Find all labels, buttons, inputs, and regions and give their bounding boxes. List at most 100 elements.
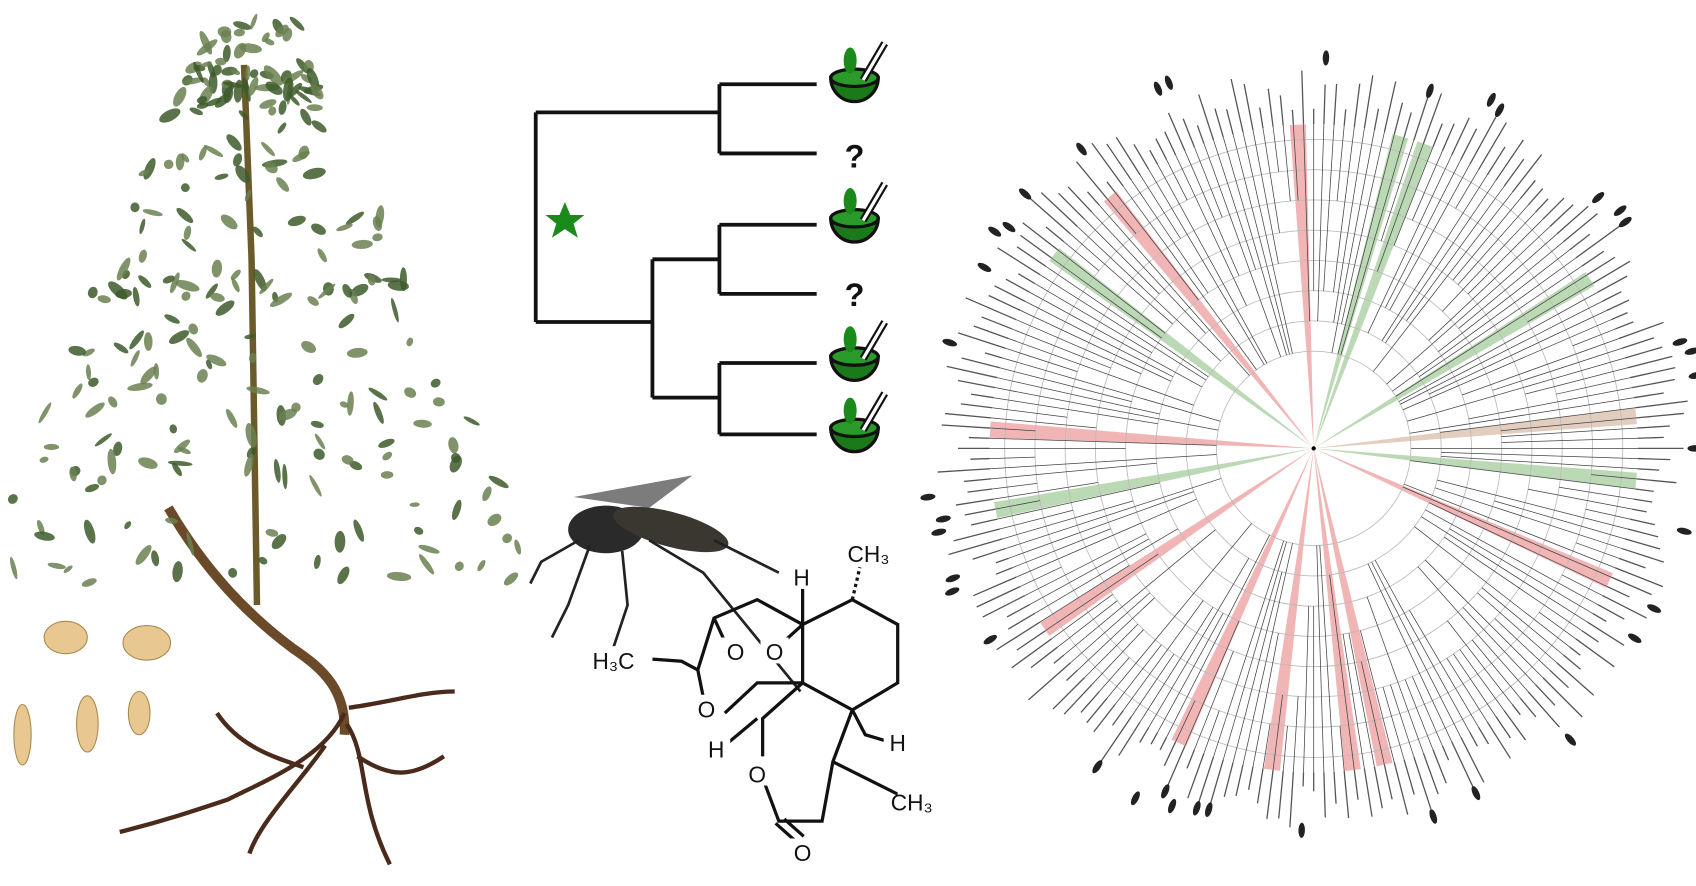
tip-label-placeholder [946,365,998,379]
leaf [205,97,223,107]
leaf [264,38,275,46]
tip-label-placeholder [1403,759,1415,795]
leaf [72,383,83,399]
leaf [214,93,231,108]
branch [1303,124,1311,321]
atom-backdrop [788,838,817,865]
molecule-bonds [652,566,900,842]
pestle [861,392,887,431]
leaf-icon [843,47,857,74]
tip-label-placeholder [1460,128,1478,160]
leaf [418,544,440,554]
branch [1333,128,1365,323]
branch [1393,146,1434,246]
leaf [167,460,193,466]
branch [1481,587,1564,656]
mosquito-icon [1425,83,1434,99]
branch [1331,129,1375,353]
tip-label-placeholder [1519,180,1536,200]
mosquito-icon [1471,786,1481,801]
mosquito-icon [1684,347,1696,355]
branch [1114,644,1162,705]
branch [1360,630,1395,763]
branch [1382,686,1405,760]
leaf [176,207,194,224]
leaf-icon [843,326,857,353]
branch [1106,523,1252,699]
tip-label-placeholder [1575,225,1621,259]
tip-label-placeholder [982,594,1026,618]
leaf [164,314,180,324]
branch [1242,543,1293,765]
leaf [372,233,383,242]
tip-label-placeholder [1624,346,1663,359]
leaf [226,134,242,151]
tip-label-placeholder [1549,204,1574,227]
branch [1114,192,1199,301]
branch [1591,474,1637,480]
tip-label-placeholder [1196,125,1205,144]
leaf [253,269,267,292]
tip-label-placeholder [1486,146,1506,176]
mosquito-icon [983,634,997,645]
tip-label-placeholder [1486,721,1512,759]
leaf [206,354,227,367]
tip-label-placeholder [1256,768,1264,804]
leaf [135,545,152,565]
atom-label: O [698,696,716,722]
leaf [311,223,326,235]
tip-label-placeholder [1086,697,1108,724]
mosquito-icon [1076,142,1087,156]
leaf [188,323,199,335]
branch [993,397,1158,425]
branch [1443,536,1582,631]
branch [1029,291,1203,388]
branch [1139,606,1214,723]
leaf [38,402,52,424]
leaf [138,249,147,263]
branch [1008,491,1194,559]
leaf [265,81,283,95]
branch [1252,633,1279,767]
leaf [116,257,131,281]
leaf [269,292,293,308]
mosquito-icon [931,528,947,536]
leaf [373,401,384,424]
tip-label-placeholder [1627,528,1659,538]
branch [1367,563,1453,742]
leaf [39,456,49,463]
branch [1403,483,1616,569]
tip-label-placeholder [967,488,993,493]
tip-label-placeholder [1606,299,1630,311]
tip-label-placeholder [1527,691,1560,728]
tip-label-placeholder [984,352,1003,359]
atom-backdrop [787,562,816,589]
leaf [228,567,238,578]
tip-label-placeholder [1511,154,1543,193]
branch [1494,618,1551,671]
leaf [292,150,310,163]
tip-label-placeholder [1106,143,1133,181]
tip-label-placeholder [968,436,990,439]
branch [1414,526,1571,648]
tip-label-placeholder [1028,662,1071,701]
leaf [168,330,190,344]
branch [1462,607,1536,685]
tip-label-placeholder [1393,102,1404,135]
leaf [514,539,522,555]
leaf [200,61,212,68]
leaf [346,347,368,358]
branch [1528,488,1633,510]
branch [1461,338,1619,396]
leaf [174,439,191,454]
branch [1428,310,1608,395]
tip-label-placeholder [1353,769,1359,800]
branch [1406,357,1626,422]
leaf [282,463,288,490]
branch [1428,502,1608,587]
leaf [87,286,98,299]
leaf [233,28,245,37]
branch [1527,283,1593,323]
leaf [196,39,218,56]
leaf [351,239,373,249]
